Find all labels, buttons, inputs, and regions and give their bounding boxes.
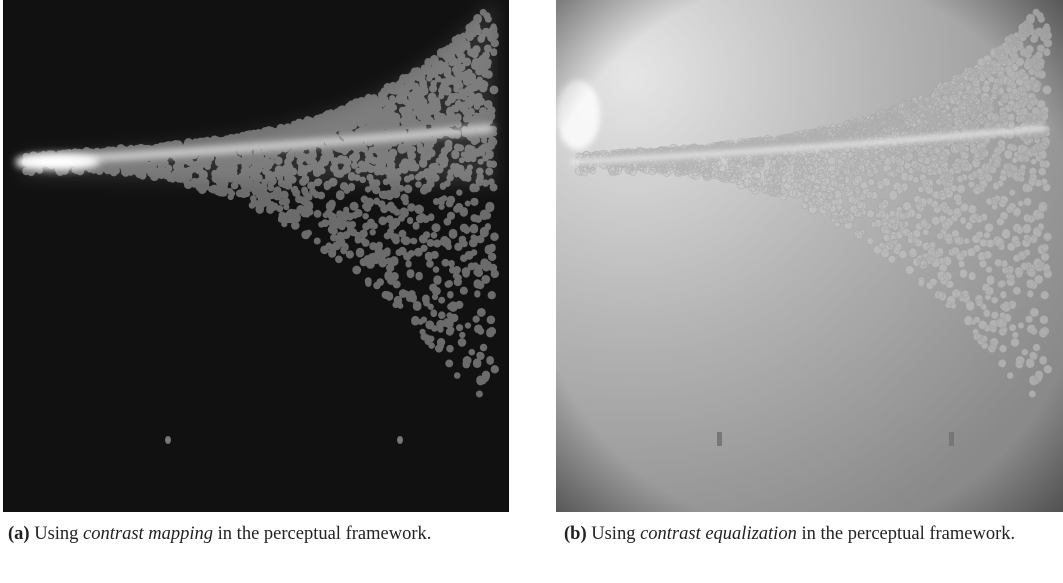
caption-text: Using [591, 524, 635, 544]
caption: (a) Using contrast mapping in the percep… [8, 522, 493, 546]
image-contrast-mapping [3, 0, 509, 512]
caption-text: in the perceptual framework. [218, 524, 432, 544]
bright-spot [16, 154, 100, 170]
caption-emphasis: contrast equalization [640, 524, 797, 544]
point [165, 436, 171, 444]
caption-emphasis: contrast mapping [83, 524, 213, 544]
caption-label: (a) [8, 524, 30, 544]
figure: (a) Using contrast mapping in the percep… [0, 0, 1063, 583]
caption: (b) Using contrast equalization in the p… [564, 522, 1049, 546]
point [717, 432, 722, 446]
caption-text: in the perceptual framework. [801, 524, 1015, 544]
image-contrast-equalization [556, 0, 1063, 512]
caption-label: (b) [564, 524, 587, 544]
caption-text: Using [34, 524, 78, 544]
point [949, 432, 954, 446]
point [397, 436, 403, 444]
